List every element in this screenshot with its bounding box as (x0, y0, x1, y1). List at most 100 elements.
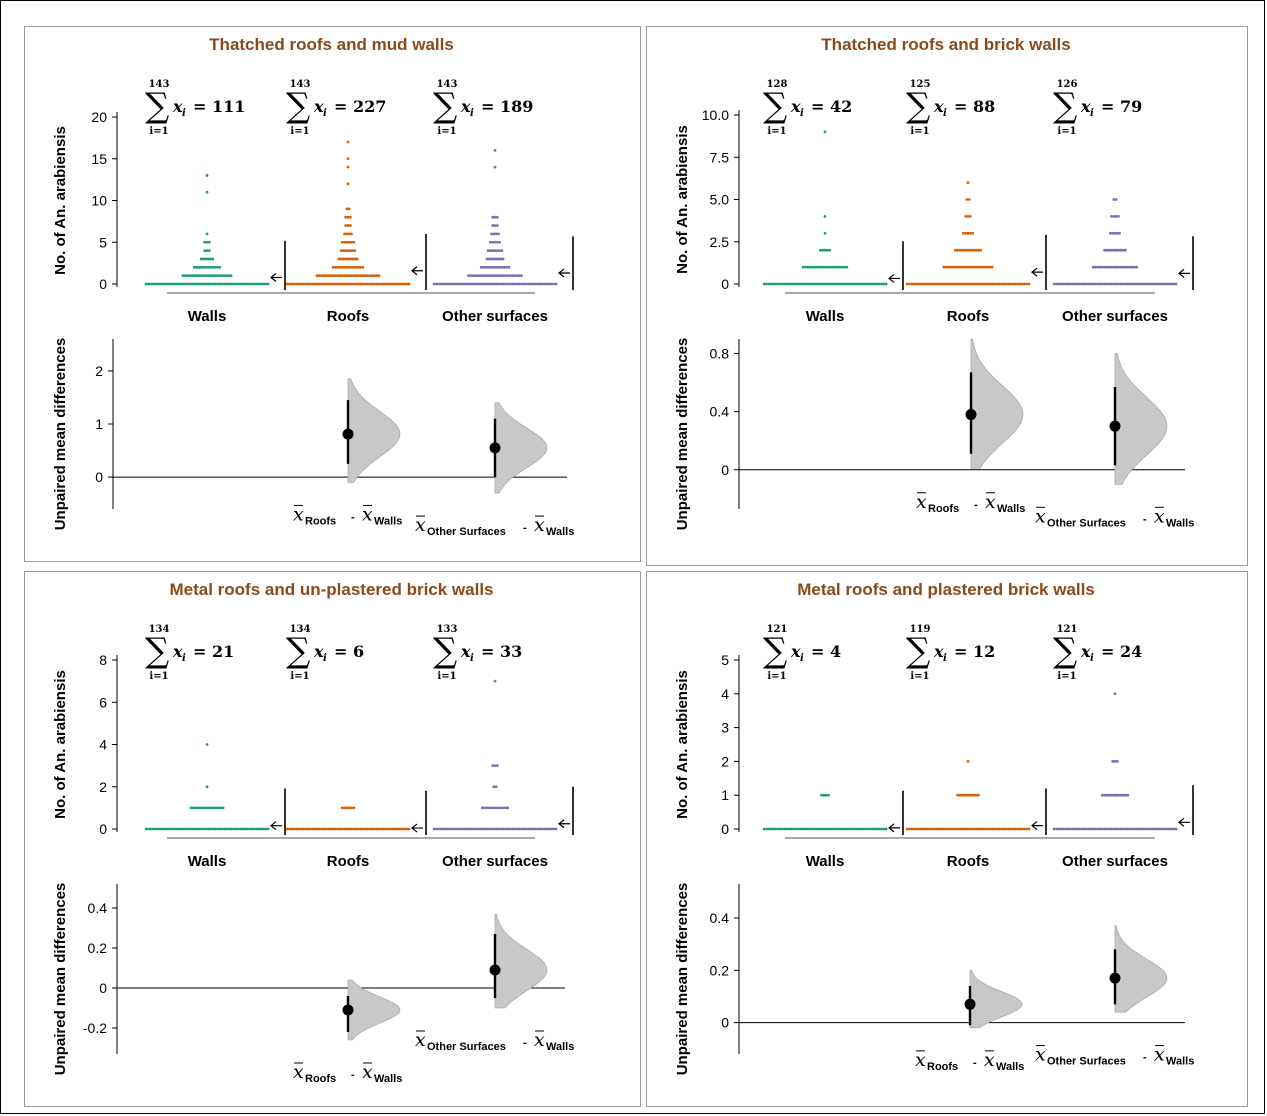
swarm-point (346, 157, 350, 161)
sum-value: = 4 (811, 642, 841, 661)
swarm-point (949, 265, 953, 269)
swarm-point (491, 224, 495, 227)
lower-y-axis-title: Unpaired mean differences (674, 338, 691, 531)
swarm-point (510, 827, 514, 831)
swarm-point (363, 827, 367, 831)
swarm-point (547, 827, 551, 831)
minus-sign: - (351, 1069, 355, 1081)
swarm-point (910, 827, 914, 831)
swarm-point (499, 282, 503, 286)
swarm-point (262, 827, 265, 831)
swarm-point (189, 806, 193, 810)
swarm-point (1128, 282, 1132, 286)
swarm-point (170, 282, 173, 286)
swarm-point (211, 282, 215, 286)
swarm-point (375, 282, 379, 286)
swarm-point (149, 827, 153, 831)
swarm-point (1112, 793, 1116, 797)
swarm-point (1066, 282, 1070, 286)
swarm-point (213, 827, 217, 831)
swarm-point (344, 215, 348, 219)
xbar-symbol: x (1154, 505, 1165, 527)
swarm-point (965, 282, 969, 286)
swarm-point (1114, 265, 1118, 269)
swarm-point (199, 274, 203, 278)
swarm-point (199, 257, 203, 261)
swarm-point (506, 827, 510, 831)
swarm-point (1165, 827, 1169, 831)
swarm-point (288, 827, 291, 831)
category-label: Other surfaces (1062, 308, 1168, 325)
swarm-point (808, 282, 812, 286)
swarm-point (1167, 827, 1171, 831)
swarm-point (1126, 793, 1130, 797)
swarm-point (345, 827, 349, 831)
swarm-point (487, 257, 491, 261)
swarm-point (552, 282, 556, 286)
swarm-point (970, 793, 973, 797)
swarm-point (951, 282, 955, 286)
xbar-subscript-ref: Walls (546, 1041, 574, 1053)
swarm-point (490, 232, 493, 236)
swarm-point (912, 827, 916, 831)
swarm-point (1119, 827, 1123, 831)
sum-variable-sub: i (182, 653, 186, 664)
swarm-point (489, 249, 492, 253)
swarm-point (1091, 827, 1095, 831)
swarm-point (347, 232, 351, 236)
swarm-point (492, 827, 496, 831)
y-tick-label: 7.5 (710, 149, 730, 165)
swarm-point (854, 282, 858, 286)
swarm-point (1117, 265, 1120, 269)
swarm-point (1130, 827, 1134, 831)
swarm-point (186, 282, 189, 286)
swarm-point (1100, 793, 1104, 797)
swarm-point (1057, 827, 1061, 831)
swarm-point (840, 827, 844, 831)
swarm-point (857, 827, 860, 831)
swarm-point (964, 215, 968, 218)
swarm-point (873, 827, 876, 831)
swarm-point (474, 827, 477, 831)
swarm-point (345, 274, 349, 278)
xbar-subscript-main: Roofs (305, 1073, 336, 1085)
swarm-point (350, 274, 353, 278)
swarm-point (1114, 215, 1118, 218)
swarm-point (315, 282, 319, 286)
swarm-point (1105, 793, 1109, 797)
sum-upper-limit: 143 (290, 79, 311, 90)
swarm-point (510, 274, 514, 278)
category-label: Roofs (327, 853, 370, 870)
swarm-point (1123, 793, 1127, 797)
mean-arrow (1031, 267, 1043, 277)
swarm-point (774, 282, 778, 286)
swarm-point (974, 793, 978, 797)
swarm-point (474, 282, 477, 286)
panel-thatched-mud: Thatched roofs and mud walls 0 5 10 15 20 No. … (24, 26, 641, 562)
swarm-point (241, 282, 245, 286)
swarm-point (1119, 282, 1123, 286)
y-tick-label: 2.5 (710, 234, 730, 250)
xbar-subscript-ref: Walls (1166, 517, 1194, 529)
swarm-point (995, 282, 999, 286)
sum-upper-limit: 128 (767, 79, 788, 90)
swarm-point (192, 265, 196, 269)
xbar-symbol: x (916, 491, 927, 513)
swarm-point (327, 274, 330, 278)
swarm-point (968, 231, 972, 235)
swarm-point (1119, 793, 1123, 797)
swarm-0 (144, 743, 270, 831)
swarm-point (1023, 827, 1026, 831)
swarm-point (347, 274, 351, 278)
sum-variable: x (933, 642, 944, 661)
swarm-point (370, 282, 374, 286)
swarm-point (1096, 827, 1100, 831)
swarm-point (831, 827, 835, 831)
swarm-point (965, 198, 969, 201)
swarm-point (346, 165, 350, 169)
swarm-point (1018, 827, 1022, 831)
swarm-point (1135, 282, 1139, 286)
swarm-point (843, 827, 847, 831)
category-label: Other surfaces (442, 853, 548, 870)
swarm-point (781, 827, 784, 831)
